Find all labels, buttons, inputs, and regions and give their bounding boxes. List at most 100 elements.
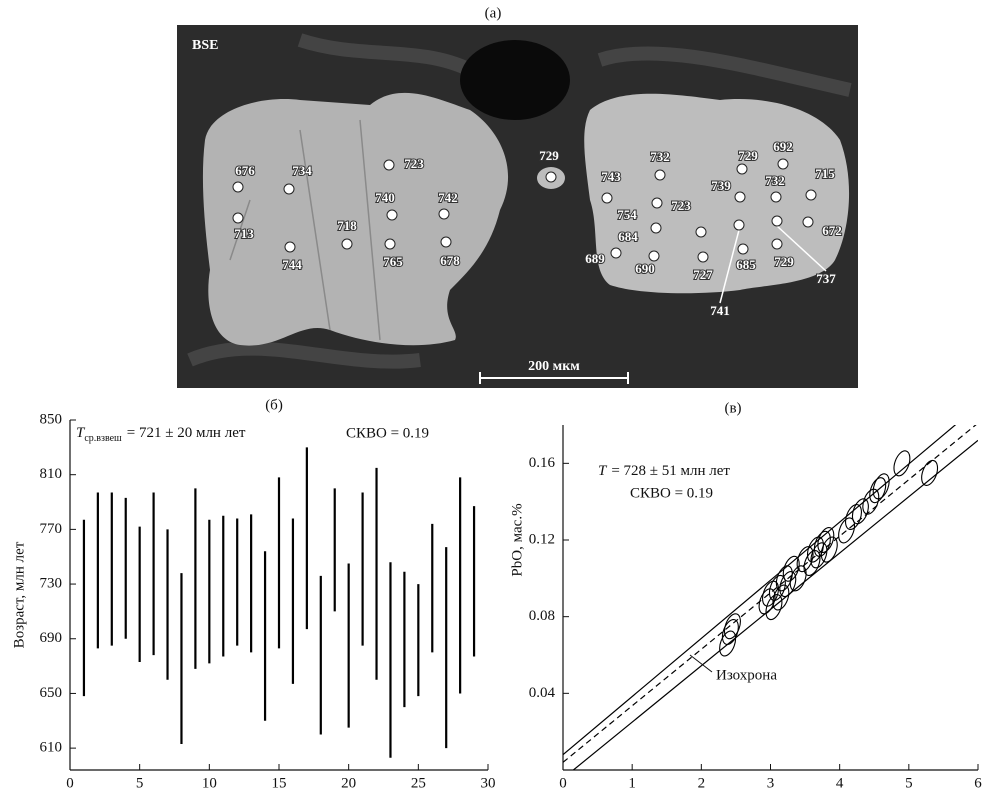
y-tick-label: 610 — [40, 740, 63, 756]
x-tick-label: 10 — [202, 775, 217, 791]
point-age: 718 — [337, 218, 357, 233]
y-tick-label: 0.04 — [529, 685, 556, 701]
data-ellipse — [838, 517, 856, 544]
point-age: 743 — [601, 169, 621, 184]
y-tick-label: 810 — [40, 466, 63, 482]
scale-bar-label: 200 мкм — [528, 359, 580, 374]
point-age: 729 — [539, 148, 559, 163]
point-marker — [734, 191, 746, 203]
point-marker — [232, 181, 244, 193]
data-ellipse — [758, 588, 776, 615]
leader-line — [719, 229, 740, 304]
point-age: 741 — [710, 303, 730, 318]
point-age: 744 — [282, 257, 302, 272]
chart-title: (б) — [265, 397, 283, 413]
cavity — [460, 40, 570, 120]
chart-ages: (б)051015202530610650690730770810850Номе… — [11, 397, 495, 791]
envelope-line — [563, 425, 957, 756]
point-age: 754 — [617, 207, 637, 222]
grain-right — [584, 93, 850, 294]
point-marker — [438, 208, 450, 220]
point-marker — [697, 251, 709, 263]
annotation-2: СКВО = 0.19 — [630, 485, 713, 501]
y-tick-label: 690 — [40, 630, 63, 646]
data-ellipse — [772, 584, 790, 611]
data-ellipse — [779, 571, 797, 598]
x-tick-label: 25 — [411, 775, 426, 791]
point-age: 672 — [822, 223, 842, 238]
point-marker — [771, 215, 783, 227]
y-axis-label: PbO, мас.% — [509, 503, 525, 576]
point-age: 678 — [440, 253, 460, 268]
data-ellipse — [851, 498, 869, 525]
y-tick-label: 850 — [40, 411, 63, 427]
data-ellipse — [862, 488, 880, 515]
point-age: 676 — [235, 163, 255, 178]
point-age: 715 — [815, 166, 835, 181]
point-age: 739 — [711, 178, 731, 193]
y-axis-label: Возраст, млн лет — [11, 541, 27, 648]
point-age: 742 — [438, 190, 458, 205]
y-tick-label: 0.12 — [529, 531, 555, 547]
x-tick-label: 20 — [341, 775, 356, 791]
annotation-symbol: T — [598, 463, 608, 479]
point-age: 723 — [671, 198, 691, 213]
x-tick-label: 5 — [136, 775, 144, 791]
data-ellipse — [782, 555, 800, 582]
point-age: 729 — [738, 148, 758, 163]
point-marker — [440, 236, 452, 248]
annotation-2: СКВО = 0.19 — [346, 425, 429, 441]
y-tick-label: 0.16 — [529, 455, 556, 471]
point-marker — [771, 238, 783, 250]
annotation: T = 728 ± 51 млн лет — [598, 463, 730, 479]
point-age: 734 — [292, 163, 312, 178]
data-ellipse — [789, 565, 807, 592]
grain-left — [202, 92, 509, 346]
data-ellipse — [719, 630, 737, 657]
x-tick-label: 3 — [767, 775, 775, 791]
point-marker — [384, 238, 396, 250]
point-marker — [232, 212, 244, 224]
cracks — [229, 119, 381, 341]
point-marker — [284, 241, 296, 253]
line-label: Изохрона — [716, 667, 777, 683]
point-age: 692 — [773, 139, 793, 154]
detector-label: BSE — [192, 38, 218, 53]
point-marker — [770, 191, 782, 203]
x-tick-label: 2 — [698, 775, 706, 791]
y-tick-label: 730 — [40, 576, 63, 592]
y-tick-label: 770 — [40, 521, 63, 537]
data-ellipse — [810, 542, 828, 569]
point-marker — [654, 169, 666, 181]
annotation: Tср.взвеш = 721 ± 20 млн лет — [76, 425, 246, 444]
panel-label: (a) — [485, 5, 502, 21]
point-age: 732 — [765, 173, 785, 188]
y-tick-label: 0.08 — [529, 608, 555, 624]
point-age: 689 — [585, 251, 605, 266]
point-age: 737 — [816, 271, 836, 286]
data-ellipse — [869, 477, 887, 504]
data-ellipse — [817, 527, 835, 553]
x-tick-label: 5 — [905, 775, 913, 791]
x-tick-label: 15 — [272, 775, 287, 791]
data-ellipse — [723, 613, 741, 640]
x-tick-label: 0 — [66, 775, 74, 791]
point-age: 713 — [234, 226, 254, 241]
point-age: 732 — [650, 149, 670, 164]
point-marker — [341, 238, 353, 250]
point-marker — [802, 216, 814, 228]
point-marker — [383, 159, 395, 171]
point-marker — [648, 250, 660, 262]
point-marker — [777, 158, 789, 170]
data-ellipse — [921, 459, 939, 486]
point-age: 727 — [693, 267, 713, 282]
point-age: 740 — [375, 190, 395, 205]
point-marker — [651, 197, 663, 209]
x-tick-label: 4 — [836, 775, 844, 791]
bse-image: BSE 200 мкм — [177, 25, 858, 388]
annotation-text: = 728 ± 51 млн лет — [611, 463, 730, 479]
point-age: 723 — [404, 156, 424, 171]
point-age: 684 — [618, 229, 638, 244]
